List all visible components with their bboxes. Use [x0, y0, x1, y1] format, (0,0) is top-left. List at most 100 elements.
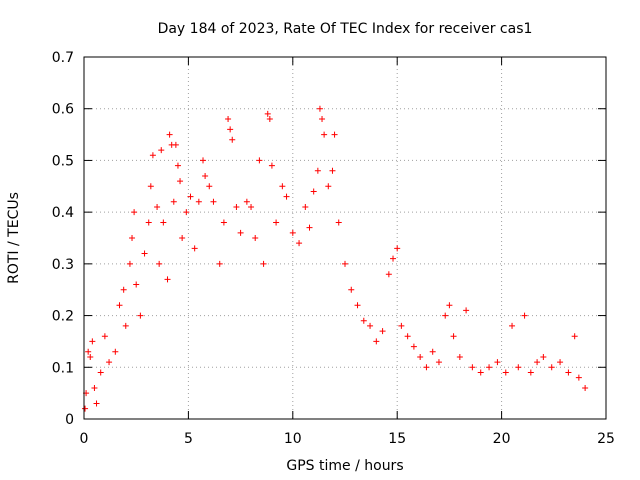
data-point — [147, 183, 154, 190]
data-point — [398, 322, 405, 329]
x-tick-label: 0 — [80, 431, 89, 447]
data-point — [164, 276, 171, 283]
chart-title: Day 184 of 2023, Rate Of TEC Index for r… — [158, 21, 533, 37]
data-point — [248, 203, 255, 210]
data-point — [477, 369, 484, 376]
grid-layer — [84, 57, 606, 419]
data-point — [385, 271, 392, 278]
data-point — [435, 359, 442, 366]
data-point — [93, 400, 100, 407]
data-point — [227, 126, 234, 133]
data-point — [141, 250, 148, 257]
y-tick-label: 0.5 — [52, 153, 74, 169]
data-point — [331, 131, 338, 138]
data-point — [260, 260, 267, 267]
data-point — [243, 198, 250, 205]
data-point — [456, 353, 463, 360]
data-point — [379, 328, 386, 335]
data-point — [423, 364, 430, 371]
y-tick-label: 0.1 — [52, 360, 74, 376]
data-point — [394, 245, 401, 252]
data-point — [565, 369, 572, 376]
y-axis-label: ROTI / TECUs — [6, 192, 22, 284]
data-point — [145, 219, 152, 226]
data-point — [521, 312, 528, 319]
data-point — [354, 302, 361, 309]
data-point — [126, 260, 133, 267]
data-point — [264, 110, 271, 117]
x-tick-label: 5 — [184, 431, 193, 447]
data-point — [187, 193, 194, 200]
data-point — [225, 116, 232, 123]
data-point — [112, 348, 119, 355]
data-point — [229, 136, 236, 143]
data-point — [149, 152, 156, 159]
data-point — [557, 359, 564, 366]
data-point — [310, 188, 317, 195]
data-point — [106, 359, 113, 366]
data-point — [321, 131, 328, 138]
data-point — [129, 235, 136, 241]
data-point — [273, 219, 280, 226]
data-point — [202, 172, 209, 179]
data-point — [502, 369, 509, 376]
data-point — [582, 384, 589, 391]
data-point — [571, 333, 578, 340]
y-tick-label: 0.4 — [52, 205, 74, 221]
data-point — [174, 162, 181, 169]
data-point — [515, 364, 522, 371]
data-point — [191, 245, 198, 252]
data-point — [575, 374, 582, 381]
y-tick-label: 0.6 — [52, 102, 74, 118]
data-point — [120, 286, 127, 293]
data-point — [210, 198, 217, 205]
data-point — [89, 338, 96, 345]
data-point — [268, 162, 275, 169]
data-point — [179, 235, 186, 241]
data-point — [417, 353, 424, 360]
data-point — [195, 198, 202, 205]
data-point — [154, 203, 161, 210]
data-point — [97, 369, 104, 376]
y-tick-label: 0.7 — [52, 50, 74, 66]
data-point — [166, 131, 173, 138]
data-point — [172, 141, 179, 148]
data-point — [469, 364, 476, 371]
data-point — [122, 322, 129, 329]
x-axis-label: GPS time / hours — [286, 458, 403, 474]
data-point — [137, 312, 144, 319]
y-tick-label: 0.3 — [52, 257, 74, 273]
data-point — [509, 322, 516, 329]
data-point — [200, 157, 207, 164]
data-point — [314, 167, 321, 174]
data-point — [429, 348, 436, 355]
data-point — [360, 317, 367, 324]
data-point — [158, 147, 165, 154]
data-point — [283, 193, 290, 200]
data-point — [463, 307, 470, 314]
y-tick-label: 0.2 — [52, 309, 74, 325]
data-point — [160, 219, 167, 226]
data-point — [220, 219, 227, 226]
data-point — [335, 219, 342, 226]
data-point — [390, 255, 397, 262]
data-point — [494, 359, 501, 366]
data-point — [325, 183, 332, 190]
y-tick-label: 0 — [65, 412, 74, 428]
data-point — [527, 369, 534, 376]
data-point — [91, 384, 98, 391]
data-point — [316, 105, 323, 112]
data-point — [233, 203, 240, 210]
x-tick-label: 10 — [284, 431, 302, 447]
data-point — [329, 167, 336, 174]
data-point — [319, 116, 326, 123]
data-point — [206, 183, 213, 190]
data-point — [237, 229, 244, 236]
data-point — [373, 338, 380, 345]
data-point — [87, 353, 94, 360]
data-point — [302, 203, 309, 210]
data-point — [85, 348, 92, 355]
x-tick-label: 15 — [388, 431, 406, 447]
data-point — [306, 224, 313, 231]
